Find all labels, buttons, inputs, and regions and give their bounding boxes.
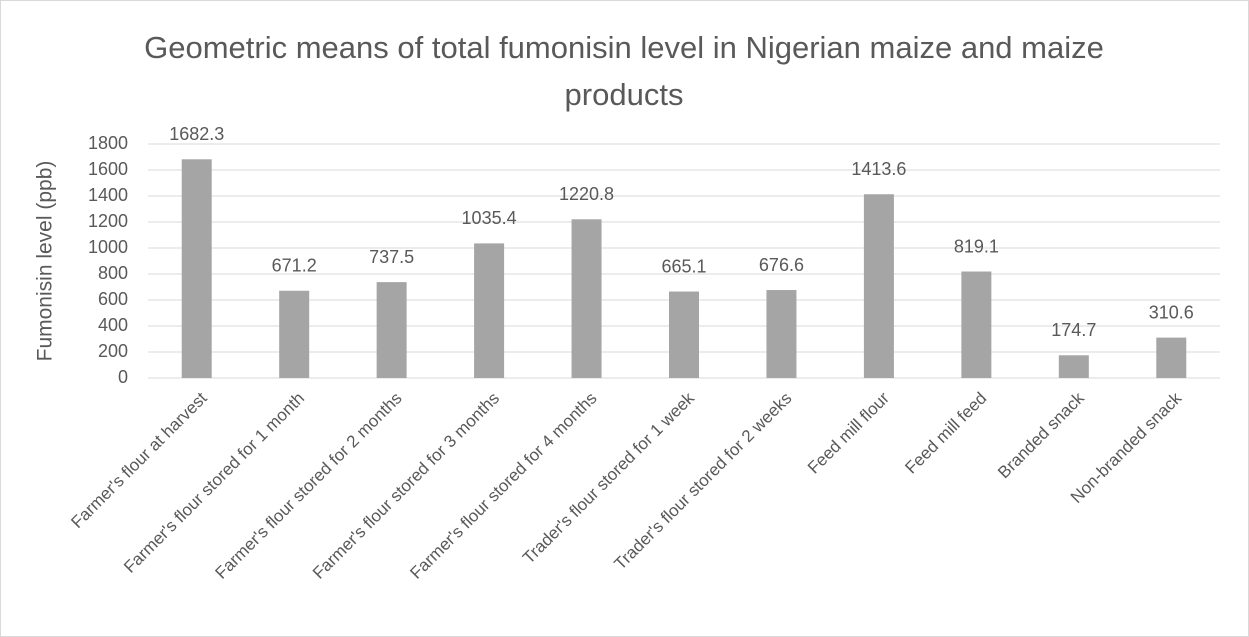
x-tick-label: Non-branded snack	[1067, 388, 1186, 507]
bar	[1058, 355, 1089, 378]
bar	[1156, 337, 1187, 378]
x-tick-label: Farmer's flour stored for 2 months	[212, 389, 406, 583]
y-tick-label: 600	[98, 289, 128, 309]
y-tick-label: 1200	[88, 211, 128, 231]
x-tick-label: Farmer's flour stored for 4 months	[406, 389, 600, 583]
data-label: 665.1	[661, 256, 706, 276]
data-label: 671.2	[272, 255, 317, 275]
data-label: 1413.6	[851, 159, 906, 179]
x-tick-label: Trader's flour stored for 1 week	[519, 388, 698, 567]
bar	[181, 159, 212, 378]
data-label: 1220.8	[559, 184, 614, 204]
bar	[669, 291, 699, 378]
y-tick-label: 0	[118, 367, 128, 387]
y-tick-label: 1600	[88, 159, 128, 179]
x-tick-label: Farmer's flour stored for 3 months	[309, 389, 503, 583]
x-tick-label: Feed mill feed	[901, 389, 990, 478]
y-tick-label: 400	[98, 315, 128, 335]
y-tick-label: 200	[98, 341, 128, 361]
y-axis-label: Fumonisin level (ppb)	[34, 161, 57, 362]
y-tick-label: 1400	[88, 185, 128, 205]
bar	[376, 282, 407, 378]
x-tick-label: Feed mill flour	[804, 388, 893, 477]
data-label: 1682.3	[169, 124, 224, 144]
bar	[863, 194, 894, 378]
bar	[279, 290, 310, 378]
data-label: 676.6	[759, 255, 804, 275]
y-tick-label: 800	[98, 263, 128, 283]
y-tick-label: 1800	[88, 133, 128, 153]
data-label: 737.5	[369, 247, 414, 267]
bar	[571, 219, 602, 378]
data-label: 819.1	[954, 236, 999, 256]
bar	[766, 290, 797, 378]
x-tick-label: Farmer's flour stored for 1 month	[120, 389, 308, 577]
x-tick-label: Branded snack	[994, 388, 1088, 482]
data-label: 174.7	[1051, 320, 1096, 340]
chart-title: Geometric means of total fumonisin level…	[144, 30, 1104, 112]
x-tick-label: Trader's flour stored for 2 weeks	[610, 389, 795, 574]
data-label: 1035.4	[462, 208, 517, 228]
bar	[961, 271, 992, 378]
y-tick-label: 1000	[88, 237, 128, 257]
data-label: 310.6	[1149, 302, 1194, 322]
bar	[474, 243, 505, 378]
